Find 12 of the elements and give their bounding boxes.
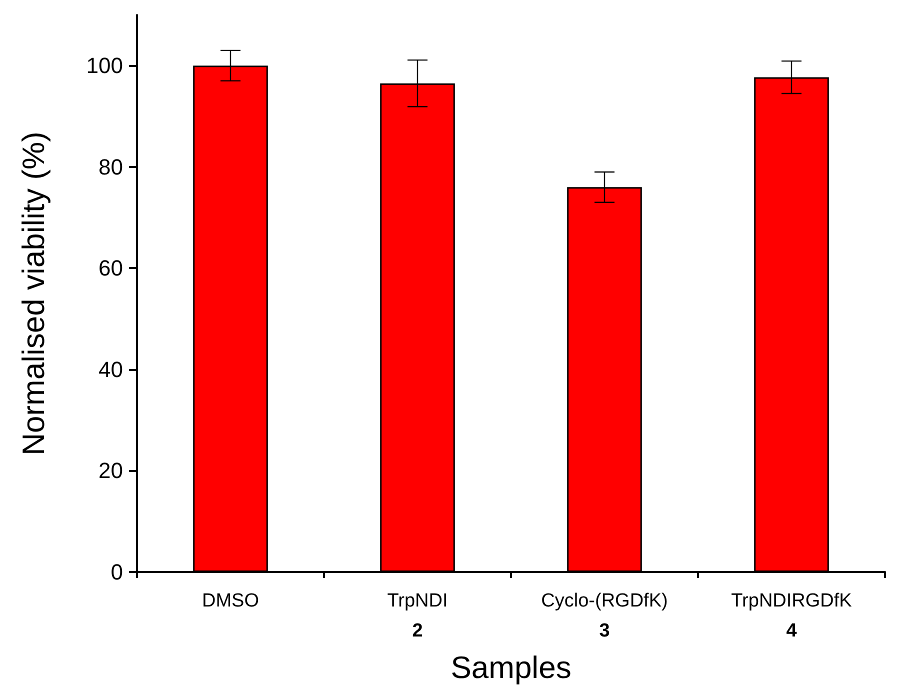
y-tick-label: 0 [110, 560, 123, 584]
y-tick-label: 100 [86, 53, 123, 78]
x-tick-label: Cyclo-(RGDfK) 3 [541, 590, 668, 642]
y-tick-label: 20 [98, 458, 123, 484]
x-axis-title: Samples [450, 650, 572, 685]
x-tick-label: TrpNDI 2 [387, 590, 448, 642]
x-tick-label: TrpNDIRGDfK 4 [731, 590, 852, 642]
y-axis-title: Normalised viability (%) [16, 132, 51, 456]
x-tick-label: DMSO [202, 590, 259, 612]
y-tick-label: 60 [98, 256, 123, 281]
y-tick-label: 40 [98, 356, 123, 382]
y-tick-label: 80 [98, 154, 123, 180]
